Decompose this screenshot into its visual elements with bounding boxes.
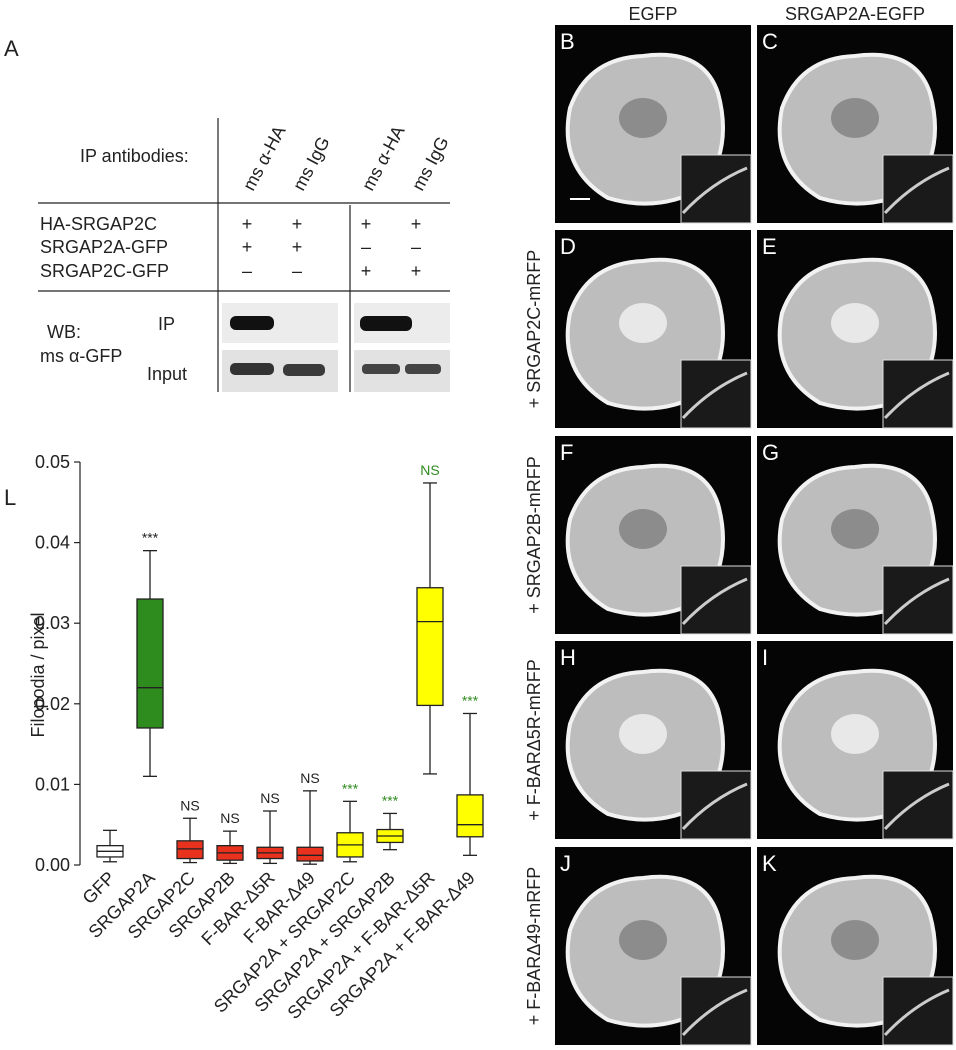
row-mark: – — [361, 237, 371, 257]
panel-label: L — [4, 485, 16, 510]
row-label: SRGAP2A-GFP — [40, 237, 168, 257]
nucleus — [619, 98, 667, 138]
blot — [222, 303, 450, 392]
y-tick-label: 0.03 — [35, 613, 70, 633]
y-tick-label: 0.00 — [35, 855, 70, 875]
row-mark: + — [411, 261, 422, 281]
inset-detail — [883, 166, 950, 215]
row-mark: + — [361, 214, 372, 234]
nucleus — [619, 920, 667, 960]
row-mark: + — [292, 214, 303, 234]
inset-detail — [681, 371, 748, 420]
nucleus — [831, 509, 879, 549]
column-header: SRGAP2A-EGFP — [785, 4, 925, 24]
panel-letter: C — [762, 29, 778, 54]
row-label: HA-SRGAP2C — [40, 214, 157, 234]
significance: *** — [142, 530, 159, 546]
row-mark: + — [242, 214, 253, 234]
nucleus — [619, 509, 667, 549]
inset — [680, 565, 752, 635]
nucleus — [831, 303, 879, 343]
y-tick-label: 0.05 — [35, 452, 70, 472]
row-label: SRGAP2C-GFP — [40, 261, 169, 281]
ip-label: IP antibodies: — [80, 146, 189, 166]
micrographs: B C D E F G H I J K — [555, 25, 954, 1046]
panel-letter: H — [560, 645, 576, 670]
significance: NS — [220, 810, 239, 826]
y-axis-label: Filopodia / pixel — [28, 612, 48, 737]
column-header: EGFP — [628, 4, 677, 24]
antibody-label: ms IgG — [408, 133, 453, 194]
panel-letter: I — [762, 645, 768, 670]
inset — [882, 359, 954, 429]
row-mark: + — [292, 237, 303, 257]
blot-row-label: IP — [158, 314, 175, 334]
box — [136, 598, 164, 729]
wb-antibody: ms α-GFP — [40, 346, 122, 366]
row-label: + SRGAP2B-mRFP — [524, 456, 544, 614]
blot-row-label: Input — [147, 364, 187, 384]
inset-detail — [883, 371, 950, 420]
panel-letter: F — [560, 440, 573, 465]
row-mark: + — [411, 214, 422, 234]
panel-letter: D — [560, 234, 576, 259]
inset — [882, 976, 954, 1046]
antibody-label: ms IgG — [289, 133, 334, 194]
wb-label: WB: — [47, 322, 81, 342]
row-label: + F-BARΔ5R-mRFP — [524, 659, 544, 821]
significance: NS — [300, 770, 319, 786]
inset-detail — [883, 782, 950, 831]
antibody-label: ms α-HA — [358, 122, 409, 194]
inset-detail — [883, 988, 950, 1037]
row-mark: + — [361, 261, 372, 281]
significance: NS — [180, 797, 199, 813]
panel-letter: E — [762, 234, 777, 259]
inset-detail — [681, 782, 748, 831]
antibody-label: ms α-HA — [239, 122, 290, 194]
panel-letter: K — [762, 851, 777, 876]
row-mark: – — [411, 237, 421, 257]
significance: *** — [462, 692, 479, 708]
significance: NS — [420, 462, 439, 478]
y-tick-label: 0.02 — [35, 694, 70, 714]
nucleus — [831, 920, 879, 960]
significance: NS — [260, 790, 279, 806]
row-mark: + — [242, 237, 253, 257]
inset-detail — [681, 988, 748, 1037]
panel-letter: J — [560, 851, 571, 876]
y-tick-label: 0.01 — [35, 774, 70, 794]
inset — [882, 154, 954, 224]
row-mark: – — [292, 261, 302, 281]
inset-detail — [681, 166, 748, 215]
significance: *** — [382, 792, 399, 808]
inset — [882, 770, 954, 840]
nucleus — [831, 714, 879, 754]
row-label: + F-BARΔ49-mRFP — [524, 867, 544, 1026]
inset — [680, 359, 752, 429]
nucleus — [831, 98, 879, 138]
inset — [680, 154, 752, 224]
inset — [680, 976, 752, 1046]
row-label: + SRGAP2C-mRFP — [524, 250, 544, 409]
significance: *** — [342, 780, 359, 796]
row-mark: – — [242, 261, 252, 281]
box — [416, 587, 444, 707]
inset — [680, 770, 752, 840]
inset — [882, 565, 954, 635]
panel-letter: G — [762, 440, 779, 465]
nucleus — [619, 303, 667, 343]
box — [296, 846, 324, 862]
nucleus — [619, 714, 667, 754]
box — [176, 840, 204, 860]
inset-detail — [681, 577, 748, 626]
box — [456, 794, 484, 838]
panel-label: A — [4, 36, 19, 61]
panel-letter: B — [560, 29, 575, 54]
y-tick-label: 0.04 — [35, 533, 70, 553]
inset-detail — [883, 577, 950, 626]
